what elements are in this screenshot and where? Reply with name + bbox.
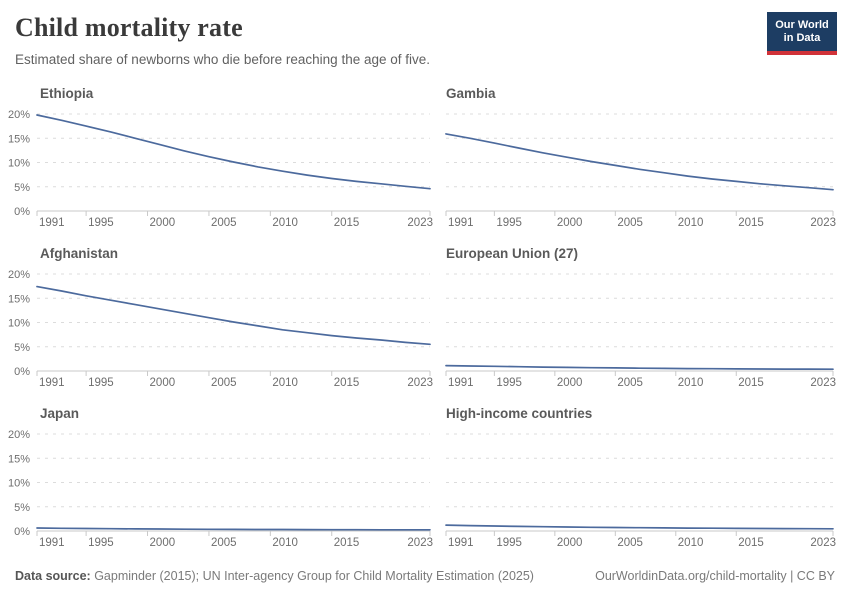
data-line [445, 364, 834, 371]
data-line [36, 285, 431, 346]
y-tick-label: 5% [14, 502, 30, 514]
small-multiples-grid: Ethiopia 0% 5% 10% 15% 20% 1991 1995 2000 2005 20… [0, 85, 850, 565]
x-tick-label: 1995 [496, 217, 522, 229]
x-tick-label: 2010 [272, 377, 298, 389]
x-tick-label: 2015 [738, 377, 764, 389]
x-tick-label: 2023 [810, 537, 836, 549]
chart-panel-gambia: Gambia 1991 1995 2000 2005 2010 2015 2023 [433, 85, 850, 245]
x-tick-label: 2005 [211, 537, 237, 549]
x-tick-label: 1991 [39, 377, 65, 389]
x-tick-label: 2005 [617, 377, 643, 389]
y-tick-label: 15% [8, 453, 30, 465]
y-tick-label: 5% [14, 342, 30, 354]
panel-title: Afghanistan [40, 246, 119, 261]
line-chart-afghanistan: 0% 5% 10% 15% 20% 1991 1995 2000 2005 2010 2015 202… [8, 269, 433, 389]
x-tick-label: 2010 [272, 217, 298, 229]
y-tick-label: 15% [8, 133, 30, 145]
footer-separator: | [786, 569, 797, 583]
y-tick-label: 0% [14, 366, 30, 378]
x-tick-label: 2000 [150, 537, 176, 549]
data-source-label: Data source: [15, 569, 91, 583]
x-tick-label: 1991 [39, 537, 65, 549]
x-tick-label: 2015 [334, 377, 360, 389]
y-tick-label: 20% [8, 269, 30, 281]
x-tick-label: 1991 [39, 217, 65, 229]
y-tick-label: 20% [8, 429, 30, 441]
x-tick-label: 2023 [407, 217, 433, 229]
line-chart-gambia: 1991 1995 2000 2005 2010 2015 2023 [445, 113, 836, 229]
x-tick-label: 2015 [334, 537, 360, 549]
x-tick-label: 2005 [617, 537, 643, 549]
logo-line-1: Our World [775, 19, 829, 31]
x-tick-label: 2000 [557, 537, 583, 549]
chart-panel-european-union: European Union (27) 1991 1995 2000 2005 2010… [433, 245, 850, 405]
x-tick-label: 1995 [88, 377, 114, 389]
x-tick-label: 2005 [617, 217, 643, 229]
x-tick-label: 1995 [88, 537, 114, 549]
x-tick-label: 2023 [407, 377, 433, 389]
y-tick-label: 10% [8, 158, 30, 170]
x-tick-label: 2015 [738, 537, 764, 549]
x-tick-label: 2010 [272, 537, 298, 549]
chart-panel-japan: Japan 0% 5% 10% 15% 20% 1991 1995 2000 2005 2010 2… [0, 405, 433, 565]
x-tick-label: 2023 [810, 217, 836, 229]
data-line [445, 133, 834, 191]
owid-logo: Our World in Data [767, 12, 837, 55]
page-title: Child mortality rate [15, 13, 243, 42]
chart-footer: Data source: Gapminder (2015); UN Inter-… [15, 569, 835, 583]
x-tick-label: 2010 [678, 377, 704, 389]
y-tick-label: 10% [8, 478, 30, 490]
chart-subtitle: Estimated share of newborns who die befo… [15, 52, 430, 67]
license-label: CC BY [796, 569, 835, 583]
x-tick-label: 1991 [448, 377, 474, 389]
x-tick-label: 2015 [334, 217, 360, 229]
x-tick-label: 2005 [211, 217, 237, 229]
x-tick-label: 2000 [150, 217, 176, 229]
footer-attribution: OurWorldinData.org/child-mortality | CC … [595, 569, 835, 583]
x-tick-label: 1995 [496, 537, 522, 549]
panel-title: Gambia [446, 86, 496, 101]
x-tick-label: 2000 [150, 377, 176, 389]
owid-url-link[interactable]: OurWorldinData.org/child-mortality [595, 569, 787, 583]
x-tick-label: 2005 [211, 377, 237, 389]
x-tick-label: 2000 [557, 377, 583, 389]
chart-panel-high-income: High-income countries 1991 1995 2000 2005 20… [433, 405, 850, 565]
y-tick-label: 15% [8, 293, 30, 305]
data-line [36, 527, 431, 531]
x-tick-label: 1991 [448, 537, 474, 549]
y-tick-label: 5% [14, 182, 30, 194]
x-tick-label: 2010 [678, 217, 704, 229]
x-tick-label: 1995 [496, 377, 522, 389]
y-tick-label: 20% [8, 109, 30, 121]
panel-title: Ethiopia [40, 86, 94, 101]
panel-title: Japan [40, 406, 80, 421]
x-tick-label: 2015 [738, 217, 764, 229]
data-line [445, 524, 834, 530]
line-chart-european-union: 1991 1995 2000 2005 2010 2015 2023 [445, 273, 836, 389]
x-tick-label: 1991 [448, 217, 474, 229]
data-line [36, 114, 431, 190]
panel-title: High-income countries [446, 406, 593, 421]
y-tick-label: 10% [8, 318, 30, 330]
y-tick-label: 0% [14, 206, 30, 218]
x-tick-label: 2023 [810, 377, 836, 389]
line-chart-ethiopia: 0% 5% 10% 15% 20% 1991 1995 2000 2005 2010 2015 202… [8, 109, 433, 229]
x-tick-label: 1995 [88, 217, 114, 229]
chart-panel-ethiopia: Ethiopia 0% 5% 10% 15% 20% 1991 1995 2000 2005 20… [0, 85, 433, 245]
x-tick-label: 2023 [407, 537, 433, 549]
data-source-note: Data source: Gapminder (2015); UN Inter-… [15, 569, 534, 583]
x-tick-label: 2010 [678, 537, 704, 549]
panel-title: European Union (27) [446, 246, 579, 261]
chart-panel-afghanistan: Afghanistan 0% 5% 10% 15% 20% 1991 1995 2000 200… [0, 245, 433, 405]
y-tick-label: 0% [14, 526, 30, 538]
line-chart-high-income: 1991 1995 2000 2005 2010 2015 2023 [445, 433, 836, 549]
logo-line-2: in Data [783, 32, 821, 44]
x-tick-label: 2000 [557, 217, 583, 229]
data-source-text: Gapminder (2015); UN Inter-agency Group … [90, 569, 534, 583]
line-chart-japan: 0% 5% 10% 15% 20% 1991 1995 2000 2005 2010 2015 202… [8, 429, 433, 549]
